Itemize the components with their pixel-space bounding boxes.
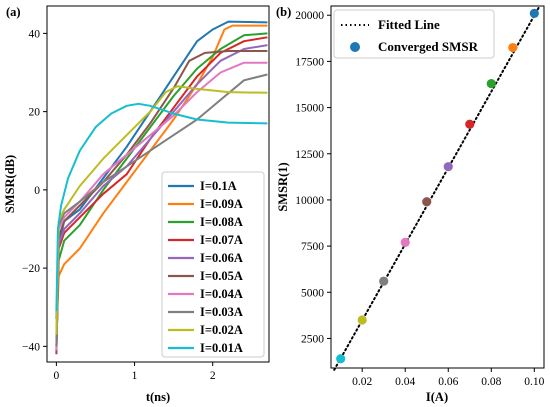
panel-a-smsr-vs-time: (a) 0 1 2 −40 −20 0 20 40 t(ns) SMSR(dB) I=0.1… bbox=[3, 5, 270, 404]
scatter-point-6 bbox=[465, 119, 475, 129]
legend-label-3: I=0.07A bbox=[200, 233, 243, 247]
panel-b-label: (b) bbox=[276, 5, 291, 19]
scatter-point-8 bbox=[508, 42, 518, 53]
legend-label-4: I=0.06A bbox=[200, 251, 243, 265]
scatter-point-5 bbox=[443, 162, 453, 172]
panel-a-plot-frame bbox=[46, 5, 270, 363]
panel-a-label: (a) bbox=[6, 5, 21, 19]
y-tick-label-6: 17500 bbox=[295, 56, 324, 68]
panel-b-legend-scatter-swatch bbox=[350, 42, 360, 52]
legend-label-6: I=0.04A bbox=[200, 287, 243, 301]
x-tick-label-0: 0.02 bbox=[352, 376, 372, 388]
y-tick-label-2: 7500 bbox=[301, 241, 324, 253]
y-tick-label-5: 15000 bbox=[295, 103, 324, 115]
panel-b-legend: Fitted Line Converged SMSR bbox=[333, 9, 495, 59]
series-line-6 bbox=[55, 61, 268, 351]
panel-a-x-axis-label: t(ns) bbox=[146, 390, 170, 404]
scatter-point-3 bbox=[400, 237, 410, 248]
panel-b-legend-box bbox=[333, 9, 495, 59]
series-line-2 bbox=[55, 32, 268, 347]
scatter-point-0 bbox=[336, 354, 346, 364]
legend-label-1: I=0.09A bbox=[200, 197, 243, 211]
panel-b-y-axis-label: SMSR(1) bbox=[276, 162, 290, 211]
x-tick-label-0: 0 bbox=[54, 370, 60, 382]
y-tick-label-1: −20 bbox=[22, 263, 40, 275]
scatter-point-1 bbox=[357, 315, 367, 325]
scatter-point-2 bbox=[379, 276, 389, 286]
panel-b-x-axis-label: I(A) bbox=[426, 390, 448, 404]
legend-label-2: I=0.08A bbox=[200, 215, 243, 229]
panel-b-smsr-vs-current: (b) 0.02 0.04 0.06 0.08 0.10 2500 5000 7500 100… bbox=[276, 5, 545, 404]
series-line-9 bbox=[55, 102, 268, 312]
legend-label-0: I=0.1A bbox=[200, 179, 237, 193]
panel-b-legend-fit-line-label: Fitted Line bbox=[378, 17, 440, 32]
legend-label-5: I=0.05A bbox=[200, 269, 243, 283]
y-tick-label-1: 5000 bbox=[301, 287, 324, 299]
panel-a-x-ticks: 0 1 2 bbox=[54, 362, 216, 382]
scatter-point-4 bbox=[422, 197, 432, 207]
y-tick-label-2: 0 bbox=[34, 185, 40, 197]
panel-b-x-ticks: 0.02 0.04 0.06 0.08 0.10 bbox=[352, 368, 545, 388]
series-line-4 bbox=[55, 44, 268, 355]
y-tick-label-3: 20 bbox=[29, 107, 41, 119]
x-tick-label-4: 0.10 bbox=[524, 376, 544, 388]
fit-line bbox=[333, 6, 540, 371]
series-line-8 bbox=[55, 85, 268, 335]
x-tick-label-3: 0.08 bbox=[481, 376, 501, 388]
legend-label-9: I=0.01A bbox=[200, 341, 243, 355]
panel-a-legend-box bbox=[161, 171, 265, 358]
x-tick-label-2: 0.06 bbox=[438, 376, 458, 388]
legend-label-7: I=0.03A bbox=[200, 305, 243, 319]
legend-label-8: I=0.02A bbox=[200, 323, 243, 337]
x-tick-label-1: 1 bbox=[132, 370, 138, 382]
y-tick-label-4: 12500 bbox=[295, 149, 324, 161]
panel-a-legend-items: I=0.1A I=0.09A I=0.08A I=0.07A I=0.06A I=0.05… bbox=[168, 179, 243, 355]
panel-a-y-ticks: −40 −20 0 20 40 bbox=[22, 28, 47, 353]
panel-b-plot-frame bbox=[330, 5, 545, 369]
y-tick-label-0: −40 bbox=[22, 341, 40, 353]
scatter-point-9 bbox=[529, 8, 539, 18]
scatter-point-7 bbox=[486, 78, 496, 89]
series-line-5 bbox=[55, 50, 268, 355]
y-tick-label-4: 40 bbox=[29, 28, 41, 40]
y-tick-label-0: 2500 bbox=[301, 333, 324, 345]
y-tick-label-7: 20000 bbox=[295, 10, 324, 22]
panel-b-marks-group bbox=[333, 6, 540, 371]
panel-a-series-group bbox=[55, 20, 268, 355]
panel-b-legend-scatter-label: Converged SMSR bbox=[378, 39, 479, 54]
panel-b-y-ticks: 2500 5000 7500 10000 12500 15000 17500 20000 bbox=[295, 10, 331, 345]
y-tick-label-3: 10000 bbox=[295, 195, 324, 207]
panel-a-legend: I=0.1A I=0.09A I=0.08A I=0.07A I=0.06A I=0.05… bbox=[161, 171, 265, 358]
x-tick-label-1: 0.04 bbox=[395, 376, 415, 388]
series-line-7 bbox=[55, 73, 268, 347]
panel-a-y-axis-label: SMSR(dB) bbox=[3, 155, 17, 213]
x-tick-label-2: 2 bbox=[210, 370, 216, 382]
